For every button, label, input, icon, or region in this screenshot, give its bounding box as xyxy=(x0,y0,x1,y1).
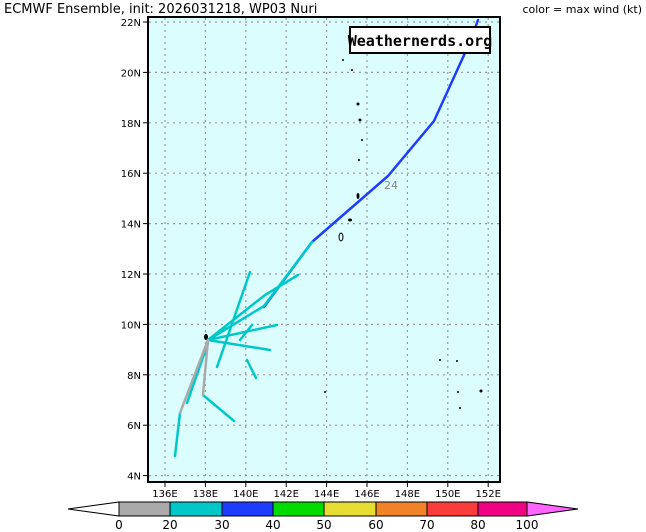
colorbar-label: 20 xyxy=(162,518,177,532)
lon-label: 148E xyxy=(395,489,420,500)
colorbar-label: 50 xyxy=(316,518,331,532)
lon-label: 150E xyxy=(435,489,460,500)
track-grey xyxy=(201,338,210,397)
track-cyan xyxy=(201,393,236,423)
lon-label: 142E xyxy=(273,489,298,500)
colorbar-label: 0 xyxy=(115,518,123,532)
lon-label: 146E xyxy=(354,489,379,500)
colorbar-max-arrow xyxy=(526,501,579,517)
colorbar-label: 100 xyxy=(516,518,539,532)
track-cyan xyxy=(206,323,279,342)
legend-note: color = max wind (kt) xyxy=(522,3,642,16)
colorbar-segment xyxy=(272,501,325,517)
colorbar-min-arrow xyxy=(67,501,120,517)
track-cyan xyxy=(173,411,182,458)
map-title: ECMWF Ensemble, init: 2026031218, WP03 N… xyxy=(4,2,317,17)
lon-label: 136E xyxy=(152,489,177,500)
forecast-hour-label: 24 xyxy=(384,179,398,192)
lat-label: 18N xyxy=(121,119,141,130)
colorbar-label: 30 xyxy=(214,518,229,532)
watermark-box xyxy=(349,26,491,54)
watermark: Weathernerds.org xyxy=(348,32,493,50)
lat-label: 8N xyxy=(127,371,141,382)
lat-label: 20N xyxy=(121,68,141,79)
track-cyan xyxy=(206,273,300,342)
colorbar-segment xyxy=(169,501,223,517)
lon-label: 144E xyxy=(314,489,339,500)
colorbar-segment xyxy=(323,501,377,517)
track-grey xyxy=(178,338,210,415)
colorbar-segment xyxy=(375,501,428,517)
axis-ticks: 136E 138E 140E 142E 144E 146E 148E 150E 152E 22N 2… xyxy=(121,18,501,500)
colorbar-label: 70 xyxy=(419,518,434,532)
colorbar-label: 40 xyxy=(265,518,280,532)
track-cyan xyxy=(185,341,210,405)
lat-label: 12N xyxy=(121,270,141,281)
colorbar-segment xyxy=(118,501,171,517)
lat-label: 22N xyxy=(121,18,141,29)
track-cyan xyxy=(206,240,314,342)
colorbar-segment xyxy=(426,501,479,517)
lat-label: 16N xyxy=(121,169,141,180)
track-cyan xyxy=(238,323,254,342)
lat-label: 6N xyxy=(127,421,141,432)
lat-label: 10N xyxy=(121,320,141,331)
lon-label: 140E xyxy=(233,489,258,500)
lon-label: 138E xyxy=(193,489,218,500)
colorbar-label: 60 xyxy=(368,518,383,532)
colorbar: 0 20 30 40 50 60 70 80 100 xyxy=(67,501,579,532)
lat-label: 4N xyxy=(127,472,141,483)
islands xyxy=(204,59,483,409)
track-cyan xyxy=(245,358,258,380)
track-cyan xyxy=(206,338,272,352)
grid-lines xyxy=(149,18,499,481)
colorbar-segment xyxy=(477,501,528,517)
colorbar-label: 80 xyxy=(470,518,485,532)
colorbar-segment xyxy=(221,501,274,517)
lon-label: 152E xyxy=(475,489,500,500)
lat-label: 14N xyxy=(121,220,141,231)
map-frame xyxy=(147,16,501,483)
